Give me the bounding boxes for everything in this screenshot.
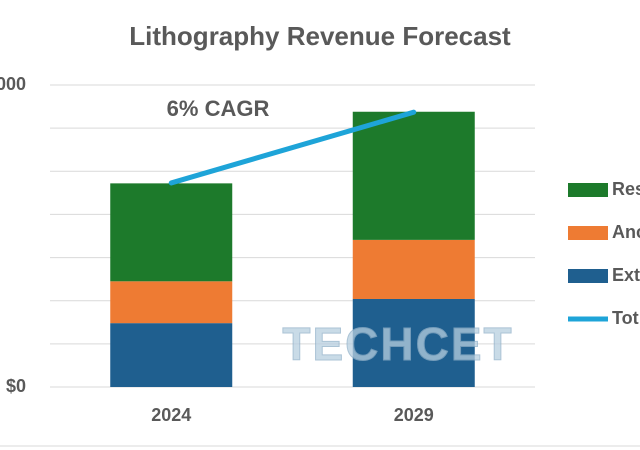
legend-swatch xyxy=(568,269,608,283)
bar-segment xyxy=(110,183,233,282)
legend-label: Ext xyxy=(612,265,640,285)
bar-segment xyxy=(110,281,233,324)
chart-title: Lithography Revenue Forecast xyxy=(129,21,511,51)
legend-swatch xyxy=(568,183,608,197)
x-tick-label: 2029 xyxy=(394,405,434,425)
bar-segment xyxy=(352,239,475,299)
y-tick-label: 000 xyxy=(0,74,26,94)
legend-label: Tot xyxy=(612,308,639,328)
bar-segment xyxy=(352,298,475,387)
annotation: 6% CAGR xyxy=(167,96,270,121)
legend-swatch xyxy=(568,226,608,240)
total-line xyxy=(168,109,417,186)
y-tick-label: $0 xyxy=(6,376,26,396)
x-tick-label: 2024 xyxy=(151,405,191,425)
bar-segment xyxy=(352,111,475,240)
legend-label: Anc xyxy=(612,222,640,242)
watermark: TECHCET xyxy=(282,318,513,370)
legend-label: Res xyxy=(612,179,640,199)
bar-segment xyxy=(110,323,233,387)
